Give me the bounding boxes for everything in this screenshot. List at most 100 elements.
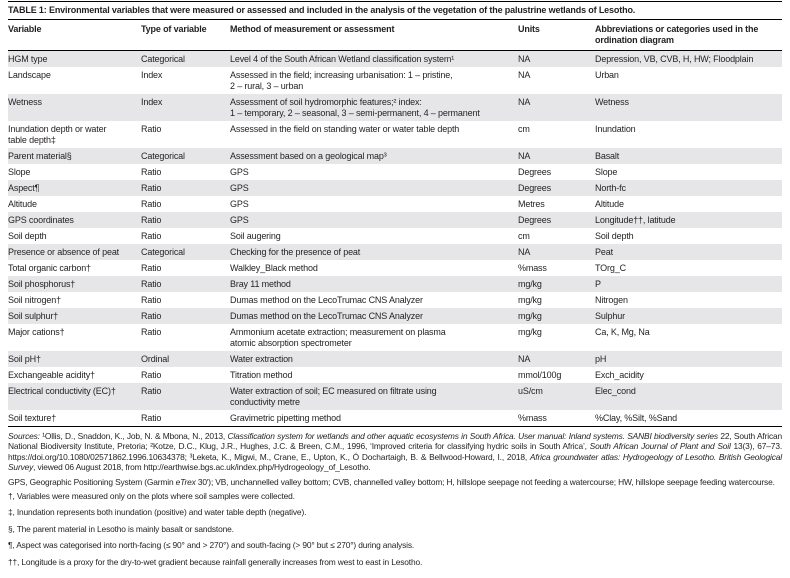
cell-type: Ratio [141, 262, 162, 273]
cell-type: Ratio [141, 198, 162, 209]
cell-units: cm [518, 230, 530, 241]
cell-method: GPS [230, 182, 249, 193]
column-header-type: Type of variable [141, 24, 207, 34]
cell-type: Ratio [141, 230, 162, 241]
footnote-segment: South African Journal of Plant and Soil [589, 441, 734, 452]
table-row: Soil depth Ratio Soil augering cm Soil depth [8, 228, 782, 244]
cell-variable: Soil pH† [8, 353, 41, 364]
cell-type: Ratio [141, 385, 162, 396]
cell-type: Ratio [141, 214, 162, 225]
cell-type: Categorical [141, 150, 185, 161]
cell-variable: Exchangeable acidity† [8, 369, 95, 380]
cell-abbrev: Soil depth [595, 230, 634, 241]
cell-abbrev: Nitrogen [595, 294, 628, 305]
cell-variable: Parent material§ [8, 150, 72, 161]
cell-type: Ratio [141, 294, 162, 305]
table-row: Exchangeable acidity† Ratio Titration meth… [8, 367, 782, 383]
cell-variable: Total organic carbon† [8, 262, 91, 273]
cell-units: NA [518, 353, 531, 364]
cell-units: Metres [518, 198, 545, 209]
cell-type: Ratio [141, 310, 162, 321]
cell-method: Bray 11 method [230, 278, 291, 289]
table-row: Inundation depth or water table depth‡ Ra… [8, 121, 782, 148]
cell-abbrev: Urban [595, 69, 619, 80]
cell-units: uS/cm [518, 385, 543, 396]
title-rule: TABLE 1: Environmental variables that we… [8, 1, 782, 19]
sources-note: Sources: ¹Ollis, D., Snaddon, K., Job, N… [8, 431, 782, 473]
cell-method: Water extraction of soil; EC measured on… [230, 385, 437, 407]
cell-method: Water extraction [230, 353, 293, 364]
cell-variable: Inundation depth or water table depth‡ [8, 123, 107, 145]
footnotes-section: Sources: ¹Ollis, D., Snaddon, K., Job, N… [8, 427, 782, 567]
cell-abbrev: %Clay, %Silt, %Sand [595, 412, 678, 423]
cell-method: GPS [230, 198, 249, 209]
cell-method: Assessment based on a geological map³ [230, 150, 387, 161]
cell-units: NA [518, 246, 531, 257]
table-row: Aspect¶ Ratio GPS Degrees North-fc [8, 180, 782, 196]
cell-type: Ratio [141, 182, 162, 193]
cell-units: NA [518, 96, 531, 107]
cell-abbrev: North-fc [595, 182, 626, 193]
cell-type: Ratio [141, 412, 162, 423]
cell-variable: HGM type [8, 53, 48, 64]
table-row: Major cations† Ratio Ammonium acetate extr… [8, 324, 782, 351]
footnote-segment: Sources: [8, 431, 43, 441]
cell-type: Ratio [141, 278, 162, 289]
cell-type: Ratio [141, 123, 162, 134]
cell-method: Soil augering [230, 230, 281, 241]
cell-variable: Presence or absence of peat [8, 246, 120, 257]
cell-units: Degrees [518, 166, 551, 177]
table-row: GPS coordinates Ratio GPS Degrees Longitude†… [8, 212, 782, 228]
cell-method: Ammonium acetate extraction; measurement… [230, 326, 446, 348]
cell-abbrev: pH [595, 353, 607, 364]
cell-units: Degrees [518, 214, 551, 225]
cell-variable: Major cations† [8, 326, 65, 337]
cell-units: NA [518, 150, 531, 161]
cell-units: Degrees [518, 182, 551, 193]
cell-variable: Wetness [8, 96, 42, 107]
table-row: Wetness Index Assessment of soil hydromorp… [8, 94, 782, 121]
cell-variable: GPS coordinates [8, 214, 74, 225]
cell-abbrev: P [595, 278, 601, 289]
footnote-segment: 13(3), 67–73. https://doi.org/10.1080/02… [8, 441, 783, 462]
cell-variable: Electrical conductivity (EC)† [8, 385, 116, 396]
cell-abbrev: Elec_cond [595, 385, 636, 396]
cell-abbrev: Inundation [595, 123, 636, 134]
cell-units: %mass [518, 262, 547, 273]
table-body: HGM type Categorical Level 4 of the South … [8, 51, 782, 427]
cell-units: NA [518, 53, 531, 64]
cell-abbrev: Ca, K, Mg, Na [595, 326, 650, 337]
table-title: TABLE 1: Environmental variables that we… [8, 5, 636, 15]
footnote-line: ††, Longitude is a proxy for the dry-to-… [8, 556, 423, 567]
cell-abbrev: Depression, VB, CVB, H, HW; Floodplain [595, 53, 754, 64]
footnote-segment: eTrex [175, 476, 196, 487]
cell-variable: Aspect¶ [8, 182, 40, 193]
cell-units: mmol/100g [518, 369, 562, 380]
table-row: Parent material§ Categorical Assessment ba… [8, 148, 782, 164]
footnote-segment: Africa groundwater atlas: Hydrogeology o… [8, 451, 782, 473]
cell-variable: Soil depth [8, 230, 47, 241]
cell-method: Dumas method on the LecoTrumac CNS Analy… [230, 310, 423, 321]
cell-units: mg/kg [518, 326, 542, 337]
symbol-notes: †, Variables were measured only on the p… [8, 491, 782, 567]
cell-abbrev: Altitude [595, 198, 624, 209]
cell-method: Dumas method on the LecoTrumac CNS Analy… [230, 294, 423, 305]
cell-method: Assessment of soil hydromorphic features… [230, 96, 480, 118]
cell-variable: Soil texture† [8, 412, 57, 423]
cell-units: mg/kg [518, 278, 542, 289]
abbreviations-note: GPS, Geographic Positioning System (Garm… [8, 477, 782, 487]
footnote-line: ¶, Aspect was categorised into north-fac… [8, 540, 415, 551]
cell-method: Assessed in the field on standing water … [230, 123, 460, 134]
footnote-segment: 30′); VB, unchannelled valley bottom; CV… [195, 476, 775, 487]
cell-units: cm [518, 123, 530, 134]
column-header-variable: Variable [8, 24, 42, 34]
cell-variable: Slope [8, 166, 31, 177]
table-figure: TABLE 1: Environmental variables that we… [8, 0, 782, 567]
table-header: Variable Type of variable Method of meas… [8, 19, 782, 51]
column-header-abbreviations: Abbreviations or categories used in the … [595, 24, 759, 45]
cell-method: Checking for the presence of peat [230, 246, 361, 257]
cell-type: Ordinal [141, 353, 169, 364]
cell-abbrev: Wetness [595, 96, 629, 107]
cell-method: Gravimetric pipetting method [230, 412, 341, 423]
footnote-segment: Classification system for wetlands and o… [227, 431, 721, 441]
